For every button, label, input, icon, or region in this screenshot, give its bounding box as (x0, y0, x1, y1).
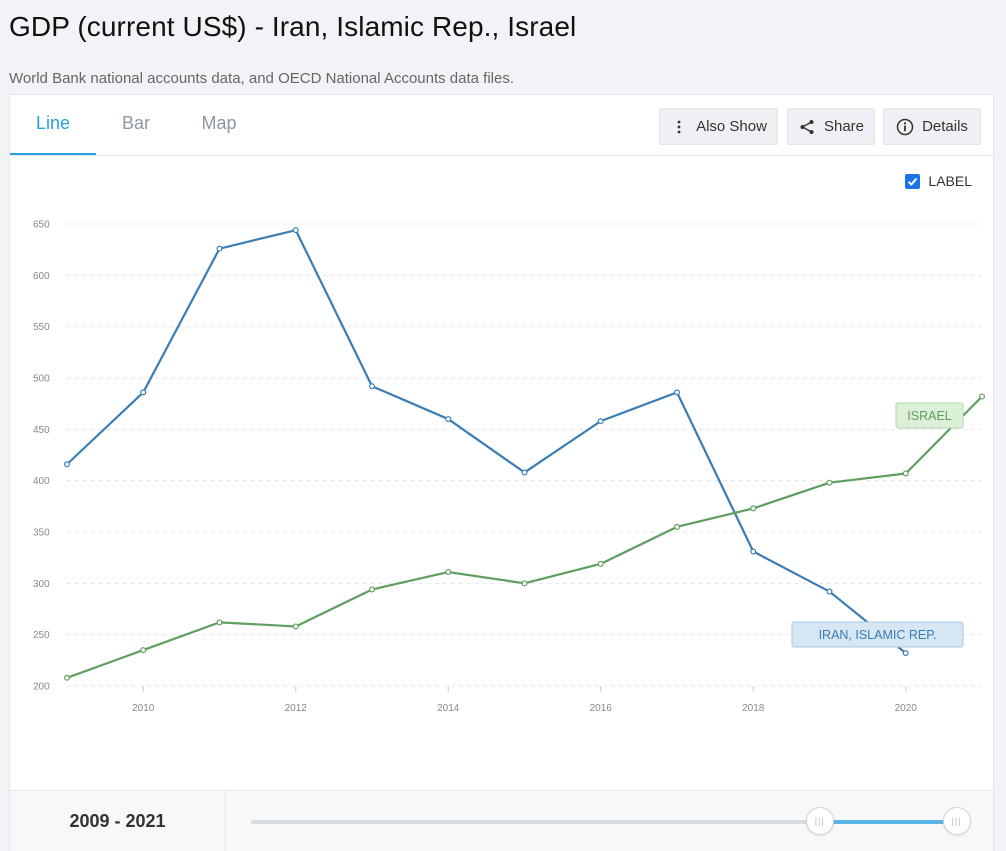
info-icon (896, 118, 914, 136)
data-point (521, 469, 528, 476)
series-line-0 (66, 229, 907, 655)
data-point (673, 389, 680, 396)
series-label: IRAN, ISLAMIC REP. (819, 628, 937, 642)
range-footer: 2009 - 2021 ||| ||| (10, 790, 993, 851)
checkmark-icon (908, 177, 918, 186)
data-point (826, 479, 833, 486)
data-point (369, 586, 376, 593)
y-tick-label: 600 (33, 271, 50, 282)
also-show-button[interactable]: Also Show (659, 108, 778, 145)
page-subtitle: World Bank national accounts data, and O… (9, 70, 515, 87)
x-tick-label: 2014 (437, 703, 460, 714)
data-point (369, 383, 376, 390)
data-point (597, 560, 604, 567)
series-label-box (895, 402, 964, 429)
data-point (902, 650, 909, 657)
range-slider-track[interactable]: ||| ||| (251, 807, 971, 835)
tab-bar-chart[interactable]: Bar (121, 113, 150, 133)
series-label: ISRAEL (907, 409, 952, 423)
data-point (521, 580, 528, 587)
more-vertical-icon (670, 118, 688, 136)
range-slider-end-handle[interactable]: ||| (942, 807, 971, 835)
x-tick-label: 2018 (742, 703, 765, 714)
label-toggle[interactable]: LABEL (905, 173, 972, 189)
series-label-box (791, 621, 964, 648)
tab-map[interactable]: Map (201, 113, 237, 133)
data-point (292, 227, 299, 234)
share-icon (798, 118, 816, 136)
data-point (63, 461, 70, 468)
range-label: 2009 - 2021 (10, 791, 226, 851)
chart-card: Line Bar Map Also Show Share Details LAB… (9, 94, 994, 851)
y-tick-label: 350 (33, 528, 50, 539)
y-tick-label: 550 (33, 322, 50, 333)
data-point (673, 523, 680, 530)
y-tick-label: 250 (33, 630, 50, 641)
also-show-label: Also Show (696, 118, 767, 135)
data-point (216, 245, 223, 252)
y-tick-label: 450 (33, 425, 50, 436)
share-button[interactable]: Share (787, 108, 875, 145)
tab-line[interactable]: Line (10, 95, 96, 155)
data-point (216, 619, 223, 626)
share-label: Share (823, 118, 865, 135)
page-title: GDP (current US$) - Iran, Islamic Rep., … (9, 11, 577, 42)
range-slider-fill (819, 820, 957, 824)
label-toggle-text: LABEL (928, 173, 972, 189)
x-tick-label: 2020 (895, 703, 918, 714)
line-chart: 650 600 550 500 450 400 350 300 250 200 2010 2012 20… (33, 220, 985, 714)
x-tick-label: 2016 (590, 703, 613, 714)
data-point (63, 674, 70, 681)
details-button[interactable]: Details (883, 108, 981, 145)
y-tick-label: 300 (33, 579, 50, 590)
data-point (140, 647, 147, 654)
details-label: Details (922, 118, 968, 135)
data-point (826, 588, 833, 595)
data-point (140, 389, 147, 396)
data-point (445, 569, 452, 576)
y-tick-label: 650 (33, 220, 50, 231)
data-point (445, 416, 452, 423)
tab-bar: Line Bar Map Also Show Share Details (10, 95, 993, 156)
y-tick-label: 500 (33, 374, 50, 385)
data-point (750, 548, 757, 555)
x-tick-label: 2012 (285, 703, 308, 714)
data-point (292, 623, 299, 630)
y-tick-label: 200 (33, 682, 50, 693)
data-point (750, 505, 757, 512)
data-point (597, 418, 604, 425)
range-slider-start-handle[interactable]: ||| (805, 807, 834, 835)
data-point (978, 393, 985, 400)
y-tick-label: 400 (33, 476, 50, 487)
x-tick-label: 2010 (132, 703, 155, 714)
label-checkbox[interactable] (905, 173, 921, 189)
data-point (902, 470, 909, 477)
